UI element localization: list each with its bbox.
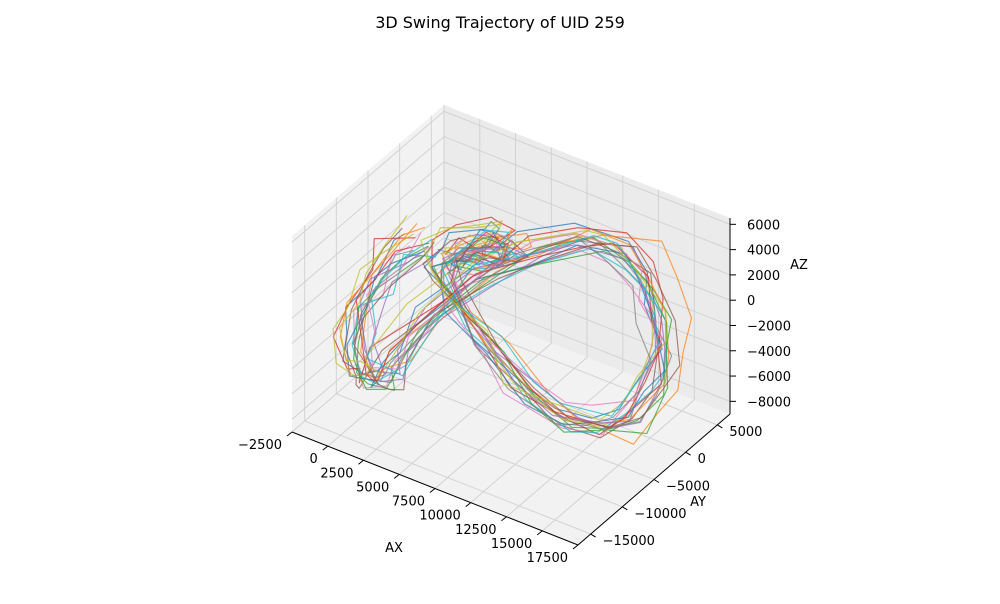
z-gridline xyxy=(291,161,731,294)
z-axis-label: AZ xyxy=(790,258,808,273)
trajectory-line xyxy=(366,229,659,417)
x-tick xyxy=(501,516,507,522)
y-axis-label: AY xyxy=(690,495,706,510)
z-gridline xyxy=(291,287,731,420)
x-tick-label: 12500 xyxy=(455,523,496,538)
x-gridline xyxy=(542,203,695,532)
z-tick-label: 6000 xyxy=(747,218,780,233)
chart-title: 3D Swing Trajectory of UID 259 xyxy=(375,13,625,32)
trajectory-line xyxy=(353,237,669,435)
y-tick-label: 5000 xyxy=(729,425,762,440)
x-tick-label: 2500 xyxy=(320,466,353,481)
z-tick-label: 0 xyxy=(747,294,755,309)
x-gridline xyxy=(363,133,516,461)
z-tick-label: −6000 xyxy=(747,370,791,385)
y-tick xyxy=(653,479,660,483)
y-gridline xyxy=(335,197,623,508)
y-tick xyxy=(685,451,691,456)
z-gridline xyxy=(291,110,731,243)
trajectory-line xyxy=(354,236,652,427)
x-gridline xyxy=(470,175,624,503)
trajectory-line xyxy=(360,244,657,424)
z-tick-label: −4000 xyxy=(747,345,791,360)
trajectory-line xyxy=(346,229,666,426)
y-gridline xyxy=(304,225,591,535)
x-gridline xyxy=(399,147,552,475)
y-gridline xyxy=(399,143,686,453)
x-tick-label: 0 xyxy=(309,452,317,467)
z-tick-label: 2000 xyxy=(747,269,780,284)
x-tick xyxy=(358,459,364,465)
x-tick xyxy=(572,544,579,550)
x-tick xyxy=(536,530,543,536)
z-gridline xyxy=(291,211,731,344)
y-tick xyxy=(622,506,628,511)
z-gridline xyxy=(291,136,731,268)
y-tick-label: −10000 xyxy=(634,507,686,522)
y-tick xyxy=(717,424,723,429)
x-tick xyxy=(429,488,436,493)
trajectory-line xyxy=(338,215,668,421)
x-tick-label: 10000 xyxy=(419,509,460,524)
x-tick xyxy=(286,431,293,437)
x-axis-label: AX xyxy=(385,541,403,556)
z-tick-label: −8000 xyxy=(747,395,791,410)
trajectory-line xyxy=(355,231,663,429)
y-tick-label: 0 xyxy=(698,452,706,467)
trajectory-line xyxy=(351,247,668,433)
z-tick-label: 4000 xyxy=(747,244,780,259)
x-tick xyxy=(393,473,400,479)
trajectory-series xyxy=(332,215,693,445)
y-tick xyxy=(590,533,596,538)
y-tick-label: −15000 xyxy=(603,534,655,549)
x-gridline xyxy=(506,189,659,518)
x-tick xyxy=(322,445,329,451)
x-tick-label: −2500 xyxy=(238,438,282,453)
z-tick-label: −2000 xyxy=(747,319,791,334)
trajectory-line xyxy=(372,240,666,429)
axis-ticks: −250002500500075001000012500150001750050… xyxy=(238,218,791,566)
x-gridline xyxy=(327,119,481,447)
trajectory-line xyxy=(352,239,681,428)
x-tick-label: 15000 xyxy=(491,537,532,552)
x-tick-label: 17500 xyxy=(527,551,568,566)
x-tick-label: 7500 xyxy=(392,495,425,510)
x-tick-label: 5000 xyxy=(356,480,389,495)
y-tick-label: −5000 xyxy=(666,480,710,495)
x-gridline xyxy=(434,161,588,489)
x-tick xyxy=(465,502,472,508)
